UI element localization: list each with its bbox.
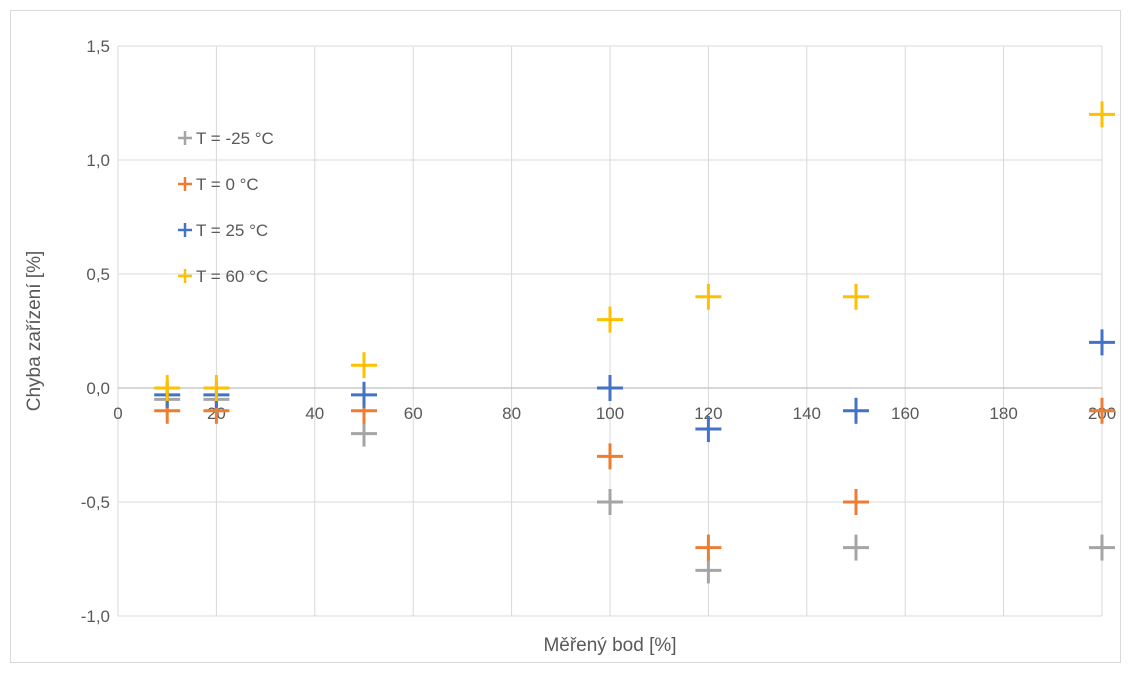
legend-item: T = 0 °C bbox=[178, 175, 259, 194]
data-point bbox=[695, 557, 722, 584]
gridlines bbox=[117, 45, 1103, 617]
data-point bbox=[1089, 397, 1115, 424]
legend-marker bbox=[178, 269, 192, 283]
x-tick-label: 120 bbox=[694, 404, 722, 423]
data-point bbox=[351, 381, 377, 408]
data-points bbox=[154, 101, 1115, 584]
x-tick-label: 100 bbox=[596, 404, 624, 423]
data-point bbox=[597, 489, 623, 515]
y-tick-label: 0,0 bbox=[86, 379, 110, 398]
x-tick-label: 80 bbox=[502, 404, 521, 423]
data-point bbox=[351, 352, 377, 379]
x-tick-label: 40 bbox=[305, 404, 324, 423]
legend-marker bbox=[178, 131, 192, 145]
data-point bbox=[843, 534, 869, 561]
y-tick-label: 1,5 bbox=[86, 37, 110, 56]
x-tick-label: 140 bbox=[793, 404, 821, 423]
data-point bbox=[1089, 329, 1115, 356]
legend-item: T = -25 °C bbox=[178, 129, 274, 148]
data-point bbox=[351, 420, 377, 447]
x-tick-label: 180 bbox=[989, 404, 1017, 423]
legend-label: T = 0 °C bbox=[196, 175, 259, 194]
legend-item: T = 60 °C bbox=[178, 267, 268, 286]
legend-label: T = -25 °C bbox=[196, 129, 274, 148]
x-tick-label: 60 bbox=[404, 404, 423, 423]
legend-marker bbox=[178, 177, 192, 191]
data-point bbox=[1089, 534, 1115, 561]
data-point bbox=[154, 375, 181, 401]
data-point bbox=[597, 443, 623, 470]
legend-label: T = 25 °C bbox=[196, 221, 268, 240]
chart-frame bbox=[10, 10, 1121, 663]
data-point bbox=[695, 283, 722, 310]
legend-label: T = 60 °C bbox=[196, 267, 268, 286]
y-tick-label: 1,0 bbox=[86, 151, 110, 170]
legend-item: T = 25 °C bbox=[178, 221, 268, 240]
axes: 0204060801001201401601802001,51,00,50,0-… bbox=[81, 37, 1116, 626]
data-point bbox=[203, 375, 230, 401]
data-point bbox=[843, 283, 869, 310]
y-tick-label: -0,5 bbox=[81, 493, 110, 512]
data-point bbox=[695, 416, 722, 443]
data-point bbox=[843, 489, 869, 515]
data-point bbox=[843, 397, 869, 424]
y-tick-label: -1,0 bbox=[81, 607, 110, 626]
x-axis-title: Měřený bod [%] bbox=[543, 635, 676, 656]
legend-marker bbox=[178, 223, 192, 237]
data-point bbox=[695, 534, 722, 561]
data-point bbox=[597, 375, 623, 401]
legend: T = -25 °C T = 0 °C T = 25 °C T = 60 °C bbox=[178, 129, 274, 286]
data-point bbox=[597, 306, 623, 333]
y-tick-label: 0,5 bbox=[86, 265, 110, 284]
x-tick-label: 0 bbox=[113, 404, 122, 423]
x-tick-label: 160 bbox=[891, 404, 919, 423]
y-axis-title: Chyba zařízení [%] bbox=[24, 251, 45, 412]
data-point bbox=[1089, 101, 1115, 128]
